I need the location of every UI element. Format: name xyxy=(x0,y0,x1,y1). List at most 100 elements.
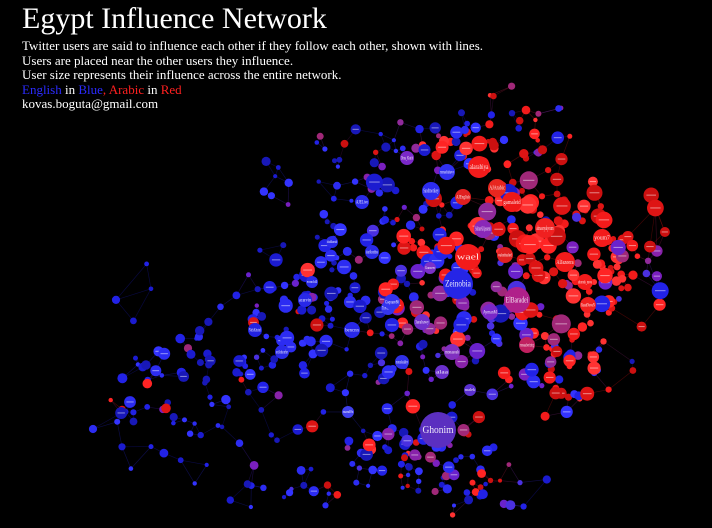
user-node xyxy=(232,291,241,300)
node-label-smudge xyxy=(412,306,422,308)
node-label-smudge xyxy=(555,323,568,325)
node-label-smudge xyxy=(598,219,610,221)
node-label-smudge xyxy=(557,158,566,160)
user-node xyxy=(226,404,232,410)
node-label-smudge xyxy=(355,305,364,307)
user-node xyxy=(362,372,368,379)
user-node xyxy=(618,285,625,292)
user-node xyxy=(508,264,524,279)
user-node xyxy=(281,495,287,500)
node-label-smudge xyxy=(452,131,461,133)
user-node xyxy=(455,296,470,310)
user-node xyxy=(418,204,428,214)
node-label-smudge xyxy=(294,428,302,430)
user-node xyxy=(524,362,539,377)
user-node xyxy=(259,187,269,196)
user-node xyxy=(647,199,664,217)
node-label-smudge xyxy=(207,360,214,362)
user-node xyxy=(401,454,408,462)
user-node xyxy=(342,246,352,256)
user-node xyxy=(324,286,339,301)
user-node xyxy=(322,502,329,509)
user-node xyxy=(310,318,324,332)
node-label-smudge xyxy=(451,238,461,240)
user-node xyxy=(285,202,291,207)
user-node xyxy=(141,360,151,370)
user-node xyxy=(478,202,497,221)
user-node xyxy=(464,495,474,505)
node-label-malek: malek xyxy=(465,387,476,392)
user-node xyxy=(341,389,349,397)
node-label-smudge xyxy=(553,350,561,352)
user-node-mosaaberizing xyxy=(519,337,535,353)
user-node xyxy=(128,466,134,471)
user-node xyxy=(416,478,422,484)
node-label-smudge xyxy=(531,267,541,269)
user-node xyxy=(273,174,278,179)
user-node xyxy=(314,256,328,269)
user-node-youm7 xyxy=(593,229,611,247)
user-node xyxy=(418,144,431,156)
user-node xyxy=(470,122,481,133)
user-node xyxy=(624,283,632,292)
user-node xyxy=(315,343,329,357)
user-node xyxy=(333,181,341,190)
user-node xyxy=(438,481,445,488)
user-node xyxy=(280,242,287,249)
node-label-Dima_Khatib: Dima_Khatib xyxy=(401,156,413,161)
influence-edge xyxy=(115,263,147,301)
user-node xyxy=(629,367,637,374)
influence-edge xyxy=(593,372,609,390)
user-node xyxy=(436,213,442,219)
user-node xyxy=(308,466,314,472)
user-node xyxy=(366,224,379,237)
user-node xyxy=(381,142,391,152)
user-node xyxy=(324,219,330,225)
user-node xyxy=(404,390,411,397)
user-node xyxy=(551,131,564,144)
user-node-NickKristof xyxy=(248,323,262,337)
user-node xyxy=(254,286,261,293)
user-node xyxy=(644,240,656,253)
user-node xyxy=(161,403,171,414)
node-label-ElBaradei: ElBaradei xyxy=(506,295,529,304)
node-label-smudge xyxy=(519,259,527,261)
user-node xyxy=(400,485,405,490)
user-node xyxy=(491,222,506,237)
user-node xyxy=(260,348,266,353)
user-node xyxy=(340,139,349,148)
node-label-smudge xyxy=(448,416,456,418)
user-node xyxy=(219,424,225,430)
user-node xyxy=(148,444,154,450)
user-node xyxy=(553,216,563,226)
node-label-Gsquare86: Gsquare86 xyxy=(385,299,399,305)
user-node xyxy=(158,347,171,360)
user-node xyxy=(144,404,151,410)
node-label-smudge xyxy=(589,356,597,358)
user-node xyxy=(275,165,281,170)
user-node xyxy=(319,209,329,219)
user-node xyxy=(431,150,442,161)
user-node xyxy=(485,120,494,129)
user-node xyxy=(331,260,337,266)
user-node xyxy=(577,199,591,213)
user-node xyxy=(508,110,516,117)
node-label-smudge xyxy=(472,127,479,129)
user-node xyxy=(280,281,289,290)
node-label-smudge xyxy=(403,440,411,442)
node-label-smudge xyxy=(565,360,574,362)
user-node xyxy=(209,401,215,407)
node-label-monasosh: monasosh xyxy=(445,349,459,355)
user-node xyxy=(378,251,391,264)
user-node xyxy=(537,211,544,218)
user-node xyxy=(405,463,413,471)
user-node-monasosh xyxy=(444,344,460,360)
user-node xyxy=(519,187,525,194)
node-label-smudge xyxy=(552,178,562,180)
user-node xyxy=(478,489,488,500)
node-label-smudge xyxy=(419,251,429,253)
user-node xyxy=(401,323,414,335)
node-label-smudge xyxy=(327,255,335,257)
user-node xyxy=(452,503,456,508)
user-node xyxy=(545,356,557,368)
